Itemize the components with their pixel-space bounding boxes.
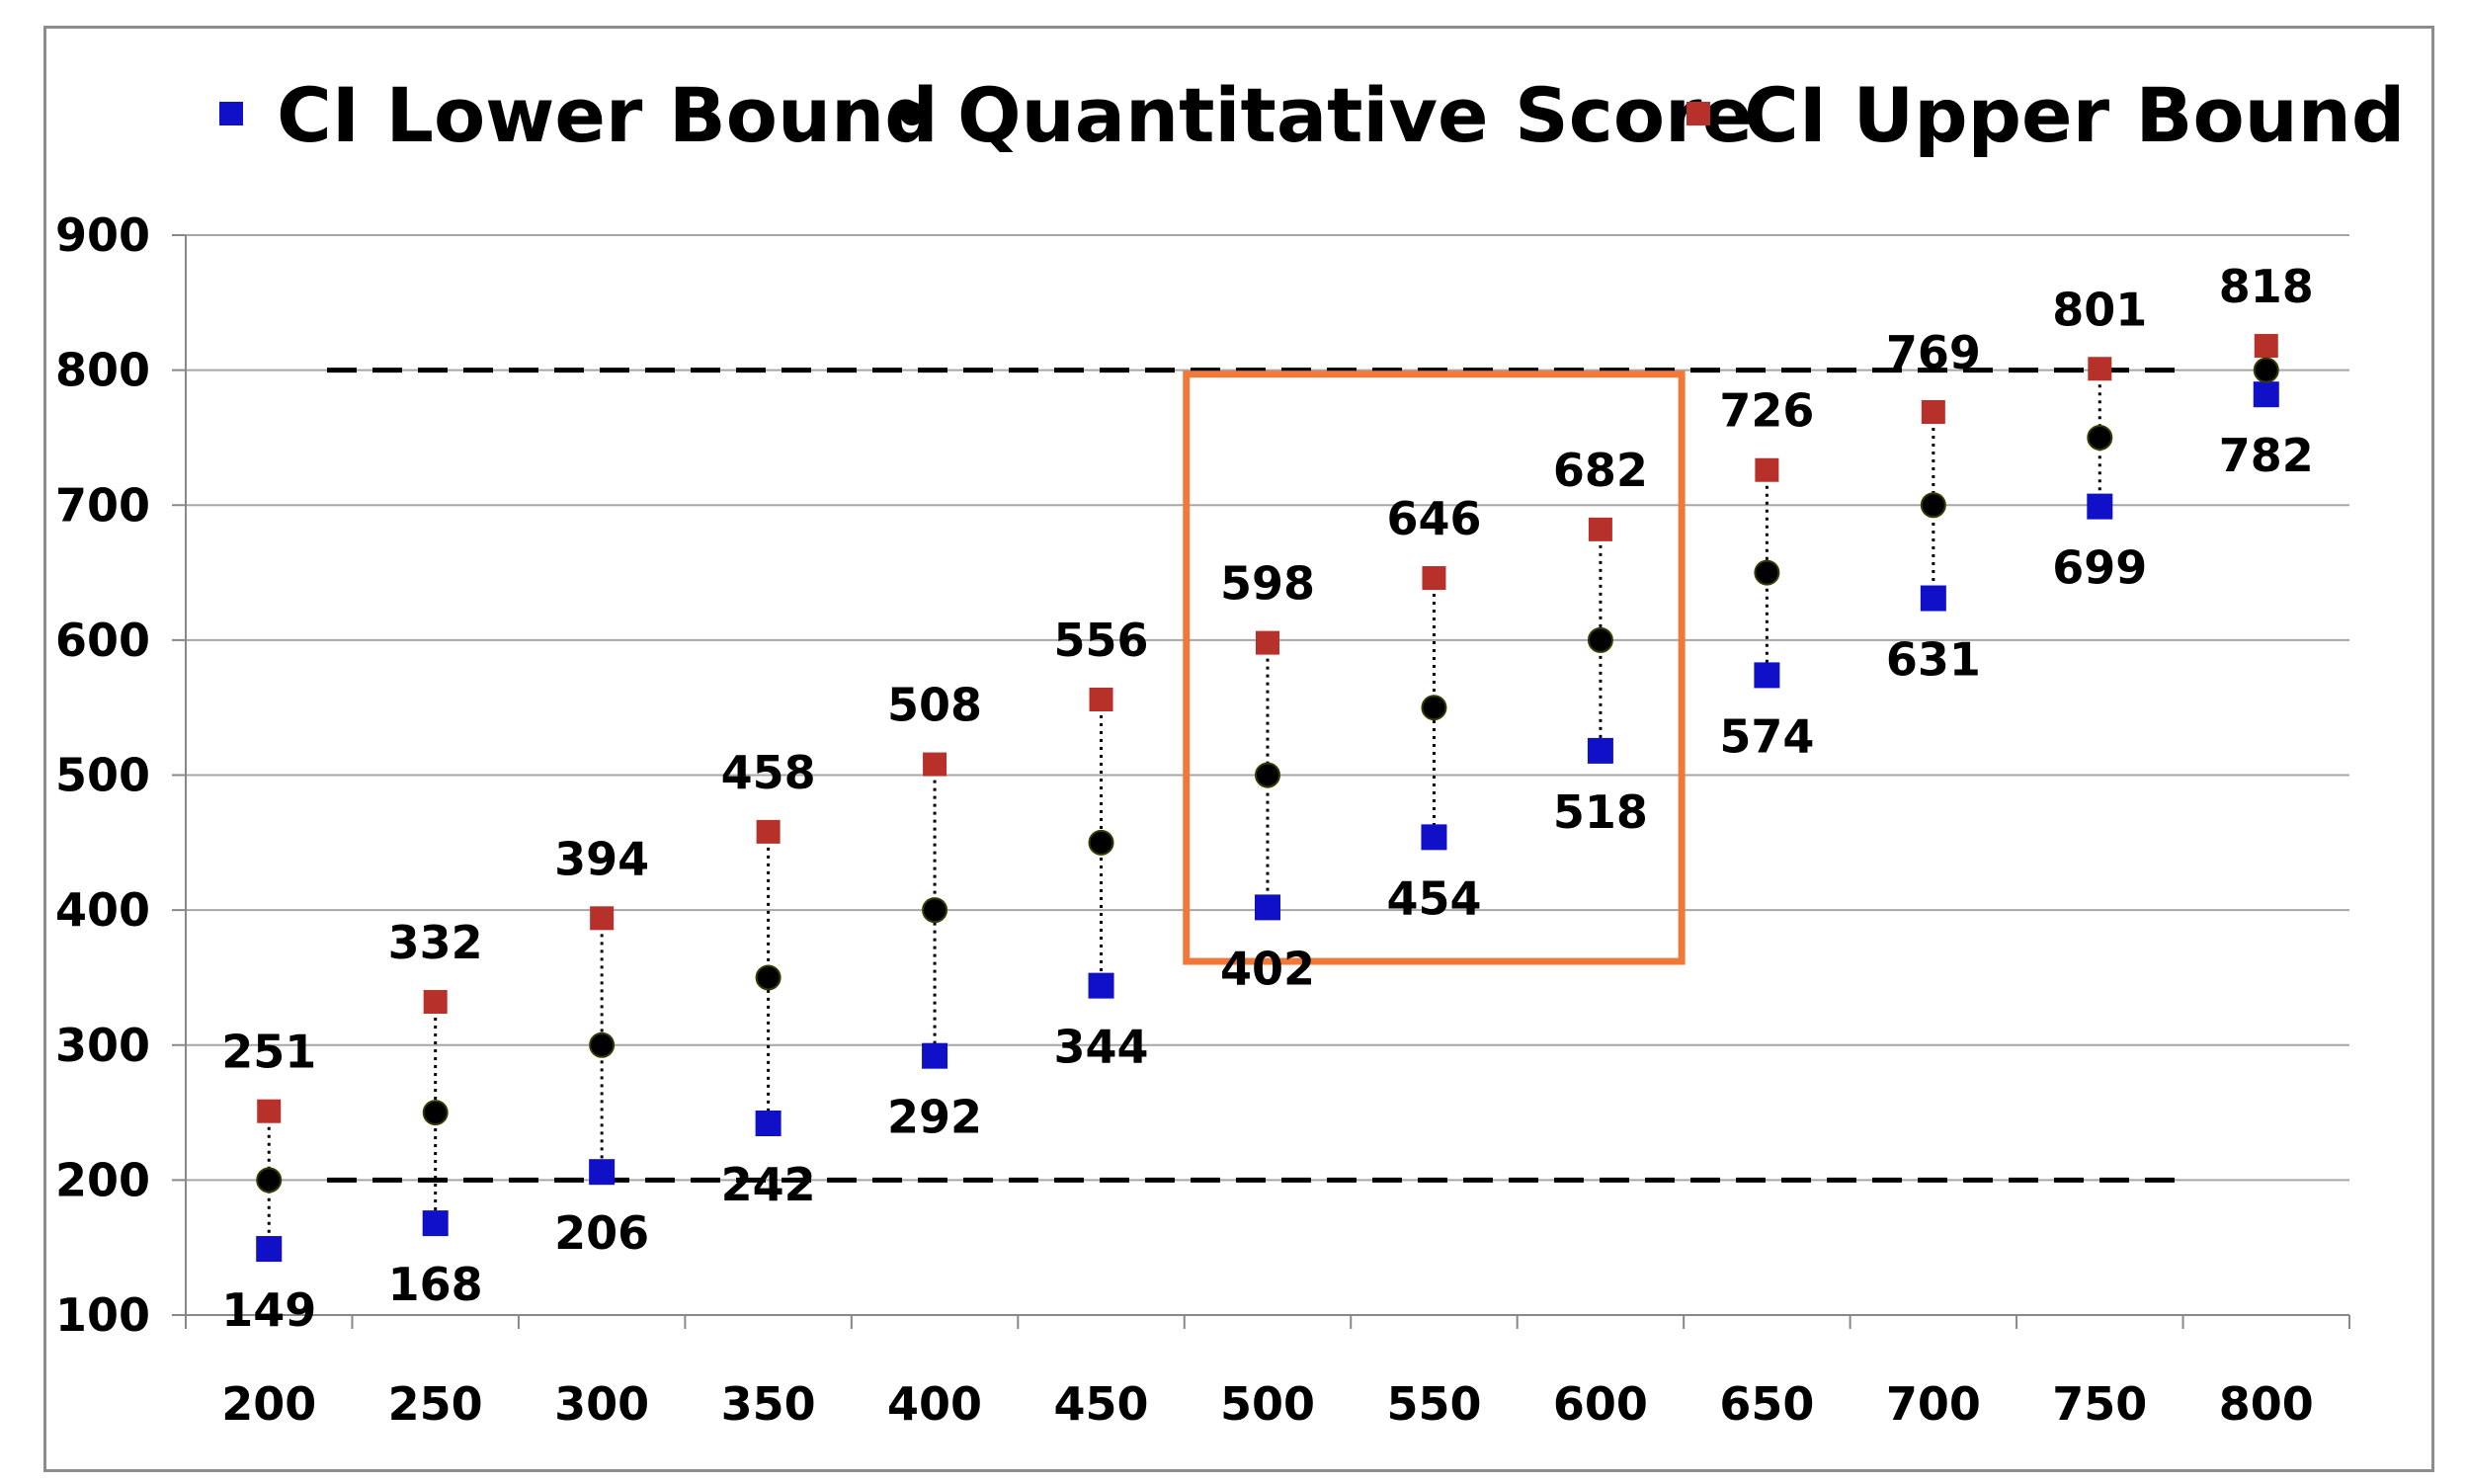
score-point: [2253, 357, 2279, 383]
legend-label: CI Lower Bound: [277, 71, 939, 159]
ci-lower-label: 454: [1386, 871, 1481, 925]
ci-upper-label: 726: [1719, 384, 1814, 438]
ci-lower-label: 149: [221, 1283, 316, 1337]
ci-upper-label: 818: [2219, 260, 2314, 313]
ci-lower-point: [256, 1236, 283, 1263]
y-tick-label: 200: [55, 1153, 150, 1206]
ci-upper-point: [1755, 457, 1779, 482]
ci-upper-point: [1422, 566, 1446, 591]
ci-upper-label: 251: [221, 1026, 316, 1079]
ci-upper-label: 769: [1886, 326, 1981, 379]
highlight-box: [1183, 371, 1686, 965]
score-point: [1421, 695, 1447, 721]
ci-lower-label: 242: [721, 1158, 816, 1211]
ci-lower-label: 518: [1553, 785, 1648, 839]
x-tick-label: 500: [1220, 1377, 1315, 1431]
ci-lower-point: [1255, 894, 1280, 921]
legend-label: Quantitative Score: [957, 71, 1753, 159]
ci-lower-label: 631: [1886, 633, 1981, 687]
ci-upper-label: 801: [2052, 283, 2147, 336]
x-tick-label: 450: [1054, 1377, 1149, 1431]
ci-upper-label: 646: [1386, 492, 1481, 545]
ci-lower-point: [422, 1210, 449, 1237]
ci-upper-point: [2088, 357, 2112, 381]
ci-lower-point: [2253, 381, 2279, 408]
y-tick-label: 400: [55, 883, 150, 937]
ci-upper-point: [923, 752, 947, 777]
scatter-chart: 100 200 300 400 500 600 700 800 900 200 250 300 350 4…: [55, 71, 2405, 1431]
score-point: [1920, 492, 1946, 519]
ci-lower-point: [1421, 824, 1447, 851]
ci-upper-point: [1256, 630, 1279, 655]
ci-upper-point: [756, 819, 781, 844]
ci-upper-label: 556: [1054, 614, 1149, 667]
ci-upper-point: [1588, 517, 1612, 541]
score-point: [1255, 762, 1280, 788]
ci-lower-label: 292: [887, 1091, 982, 1144]
score-point: [1088, 829, 1114, 856]
x-tick-label: 550: [1386, 1377, 1481, 1431]
ci-lower-point: [755, 1110, 782, 1136]
legend-label: CI Upper Bound: [1744, 71, 2405, 159]
x-tick-label: 400: [887, 1377, 982, 1431]
legend-marker: [900, 102, 924, 125]
chart-frame: 100 200 300 400 500 600 700 800 900 200 250 300 350 4…: [43, 26, 2434, 1472]
ci-lower-point: [1088, 972, 1114, 999]
ci-upper-point: [1089, 687, 1113, 711]
score-point: [1587, 626, 1613, 653]
x-tick-label: 350: [721, 1377, 816, 1431]
ci-lower-label: 782: [2219, 429, 2314, 482]
ci-lower-point: [1920, 585, 1946, 612]
ci-upper-label: 598: [1220, 557, 1315, 611]
x-tick-label: 650: [1719, 1377, 1814, 1431]
x-tick-label: 700: [1886, 1377, 1981, 1431]
x-tick-label: 300: [554, 1377, 649, 1431]
ci-lower-label: 344: [1054, 1021, 1149, 1074]
score-point: [1754, 559, 1780, 586]
y-tick-label: 700: [55, 478, 150, 532]
ci-upper-label: 508: [887, 679, 982, 732]
ci-lower-label: 206: [554, 1206, 649, 1260]
legend-marker: [1686, 102, 1710, 125]
ci-upper-point: [1921, 399, 1945, 424]
score-point: [2087, 424, 2113, 451]
ci-lower-point: [2087, 493, 2113, 520]
score-point: [256, 1167, 283, 1194]
ci-upper-label: 458: [721, 746, 816, 799]
x-tick-label: 800: [2219, 1377, 2314, 1431]
y-tick-label: 800: [55, 344, 150, 397]
y-tick-label: 500: [55, 749, 150, 802]
score-point: [589, 1031, 616, 1058]
ci-lower-point: [1754, 662, 1780, 689]
legend-marker: [219, 102, 243, 125]
ci-upper-point: [257, 1099, 282, 1123]
x-tick-label: 750: [2052, 1377, 2147, 1431]
ci-lower-point: [589, 1159, 616, 1186]
ci-lower-label: 402: [1220, 942, 1315, 995]
score-point: [755, 964, 782, 991]
ci-lower-point: [1587, 737, 1613, 764]
score-point: [422, 1100, 449, 1126]
ci-upper-label: 394: [554, 832, 649, 885]
ci-upper-label: 682: [1553, 444, 1648, 497]
x-tick-label: 200: [221, 1377, 316, 1431]
score-point: [922, 897, 948, 924]
ci-upper-point: [2254, 334, 2278, 359]
x-tick-label: 250: [388, 1377, 483, 1431]
y-tick-label: 900: [55, 208, 150, 262]
ci-lower-point: [922, 1042, 948, 1069]
x-tick-label: 600: [1553, 1377, 1648, 1431]
y-tick-label: 100: [55, 1288, 150, 1342]
y-tick-label: 300: [55, 1019, 150, 1072]
y-tick-label: 600: [55, 614, 150, 667]
ci-upper-point: [423, 990, 448, 1015]
ci-lower-label: 168: [388, 1258, 483, 1311]
ci-upper-label: 332: [388, 916, 483, 969]
ci-lower-label: 574: [1719, 709, 1814, 763]
ci-lower-label: 699: [2052, 541, 2147, 595]
ci-upper-point: [590, 906, 615, 931]
